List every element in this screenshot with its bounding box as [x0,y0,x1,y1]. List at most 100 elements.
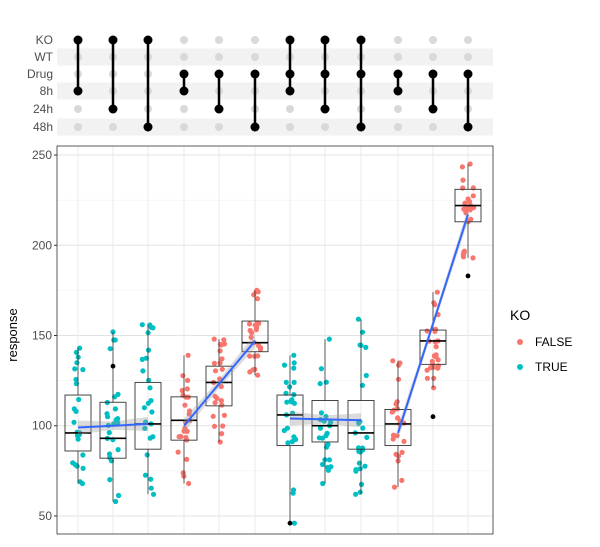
matrix-dot-inactive [321,123,329,131]
data-point [281,427,287,434]
data-point [255,353,261,359]
data-point [212,368,219,374]
data-point [254,320,261,326]
data-point [149,409,155,415]
matrix-row-label: 48h [33,120,53,134]
data-point [112,337,118,343]
matrix-dot-active [320,69,330,79]
data-point [395,376,402,382]
y-tick-label: 50 [39,509,53,523]
data-point [211,336,217,342]
data-point [353,468,359,474]
data-point [72,462,78,468]
data-point [390,358,396,364]
matrix-dot-active [73,35,83,45]
matrix-dot-active [428,69,438,79]
data-point [72,366,78,372]
data-point [363,344,369,350]
data-point [113,498,119,505]
data-point [178,433,184,440]
data-point [461,206,467,212]
legend-label-true: TRUE [535,360,568,374]
data-point [184,456,190,462]
data-point [391,484,398,490]
data-point [112,406,118,412]
matrix-dot-active [143,122,153,132]
data-point [390,432,397,438]
y-axis-title: response [5,308,20,361]
data-point [318,366,324,372]
data-point [284,399,290,405]
matrix-dot-inactive [251,36,259,44]
box-9 [347,319,375,495]
data-point [290,487,297,493]
box-7 [276,355,304,526]
matrix-row-label: Drug [27,67,53,81]
data-point [397,360,403,366]
data-point [291,434,297,440]
data-point [320,461,326,467]
box-body [99,401,127,459]
data-point [357,466,363,472]
data-point [211,423,218,429]
matrix-row-label: WT [34,50,53,64]
box-body [170,396,198,441]
data-point [318,410,324,416]
data-point [431,364,437,370]
trend-line [397,214,469,434]
data-point [248,334,254,340]
data-point [253,327,259,333]
legend-label-false: FALSE [535,335,572,349]
matrix-dot-inactive [394,53,402,61]
matrix-dot-inactive [394,105,402,113]
data-point [316,435,322,441]
y-tick-label: 150 [32,328,52,342]
data-point [186,408,193,414]
data-point [429,358,435,364]
data-point [291,379,297,385]
data-point [466,199,473,205]
matrix-dot-active [108,35,118,45]
outlier-point [287,520,293,526]
data-point [323,379,329,385]
data-point [140,368,146,374]
box-body [241,320,269,353]
data-point [221,412,227,418]
data-point [80,367,86,373]
data-point [107,346,113,352]
data-point [175,449,181,455]
data-point [80,465,86,471]
data-point [357,489,363,495]
boxplot-panel: 50 100 150 200 250 [32,145,494,535]
y-tick-label: 200 [32,238,52,252]
matrix-dot-inactive [180,105,188,113]
matrix-dot-inactive [464,36,472,44]
data-point [218,383,224,390]
data-point [460,177,466,183]
matrix-dot-inactive [251,53,259,61]
data-point [394,399,400,405]
matrix-dot-inactive [429,36,437,44]
data-point [363,372,369,379]
box-2 [99,331,127,502]
matrix-row-band [57,48,493,66]
data-point [364,434,370,440]
data-point [470,255,476,261]
data-point [182,425,188,431]
data-point [219,402,225,408]
data-point [281,362,288,368]
data-point [139,356,145,362]
matrix-dot-active [320,104,330,114]
data-point [76,396,82,403]
data-point [148,485,154,491]
legend-key-false [517,339,523,345]
data-point [461,249,467,255]
box-12 [454,164,482,279]
data-point [217,348,223,354]
data-point [462,200,468,206]
box-body [419,329,447,365]
data-point [106,430,112,436]
outlier-point [430,414,436,420]
data-point [113,417,119,423]
matrix-dot-inactive [429,53,437,61]
